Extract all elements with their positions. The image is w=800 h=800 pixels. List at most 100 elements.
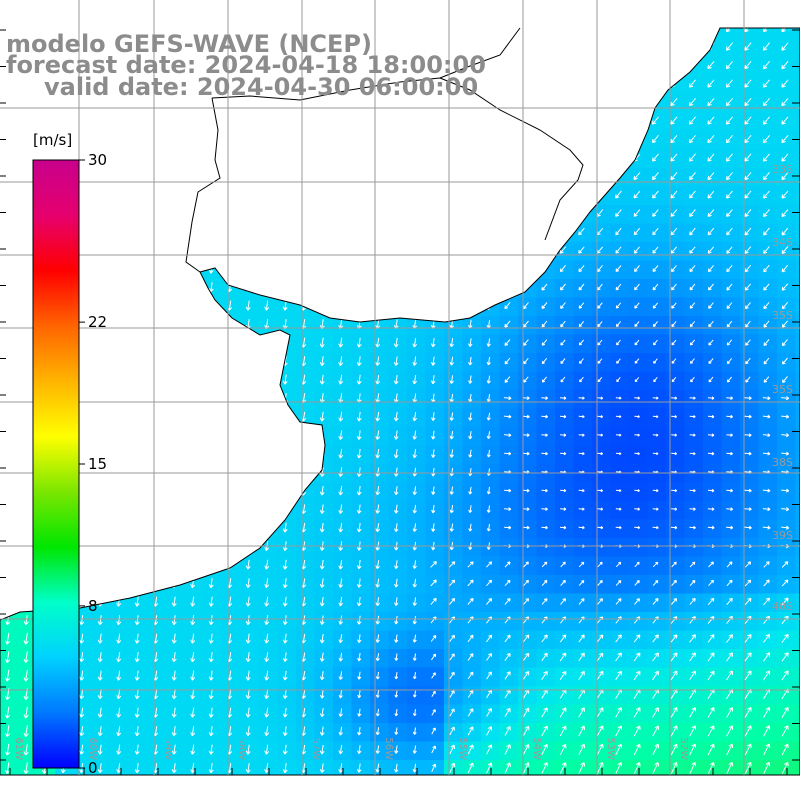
speed-cell	[370, 353, 390, 373]
speed-cell	[555, 779, 574, 798]
speed-cell	[203, 242, 223, 262]
wind-arrow	[97, 208, 103, 219]
speed-cell	[555, 94, 575, 114]
speed-cell	[555, 630, 575, 650]
wind-arrow	[781, 116, 789, 125]
wind-arrow	[541, 579, 548, 586]
speed-cell	[370, 556, 390, 576]
wind-arrow	[671, 396, 678, 400]
wind-arrow	[79, 337, 85, 348]
wind-arrow	[97, 596, 103, 607]
speed-cell	[129, 538, 149, 558]
wind-arrow	[5, 467, 11, 478]
wind-arrow	[578, 580, 585, 586]
wind-arrow	[559, 209, 567, 217]
wind-arrow	[707, 597, 715, 606]
wind-arrow	[375, 356, 381, 366]
wind-arrow	[652, 433, 659, 437]
wind-arrow	[614, 79, 622, 88]
speed-cell	[684, 353, 704, 373]
wind-arrow	[486, 726, 493, 736]
speed-cell	[573, 482, 593, 502]
speed-cell	[795, 760, 800, 775]
wind-arrow	[172, 782, 176, 792]
speed-cell	[758, 242, 778, 262]
wind-arrow	[449, 282, 455, 292]
wind-arrow	[559, 246, 567, 254]
speed-cell	[573, 371, 593, 391]
speed-cell	[203, 630, 223, 650]
speed-cell	[666, 575, 686, 595]
speed-cell	[259, 334, 279, 354]
speed-cell	[351, 242, 371, 262]
speed-cell	[277, 223, 297, 243]
speed-cell	[351, 464, 371, 484]
speed-cell	[629, 501, 649, 521]
wind-arrow	[726, 488, 734, 493]
speed-cell	[462, 316, 482, 336]
wind-arrow	[264, 393, 270, 404]
speed-cell	[555, 371, 575, 391]
speed-cell	[481, 186, 501, 206]
wind-arrow	[503, 134, 511, 144]
wind-arrow	[670, 190, 678, 199]
speed-cell	[499, 242, 519, 262]
wind-arrow	[671, 433, 678, 437]
wind-arrow	[726, 227, 733, 236]
speed-cell	[499, 760, 519, 775]
speed-cell	[592, 242, 612, 262]
speed-cell	[185, 279, 205, 299]
wind-arrow	[245, 430, 251, 441]
speed-cell	[370, 649, 390, 669]
wind-arrow	[726, 634, 733, 643]
speed-cell	[666, 205, 686, 225]
wind-arrow	[781, 97, 789, 107]
wind-arrow	[522, 60, 530, 70]
wind-arrow	[171, 615, 177, 626]
speed-cell	[333, 779, 352, 798]
wind-arrow	[561, 781, 567, 792]
speed-cell	[407, 390, 427, 410]
wind-arrow	[5, 522, 11, 533]
speed-cell	[129, 334, 149, 354]
wind-arrow	[356, 467, 362, 477]
wind-arrow	[430, 561, 437, 568]
wind-arrow	[744, 761, 752, 774]
wind-arrow	[79, 263, 85, 274]
wind-arrow	[725, 116, 733, 125]
wind-arrow	[190, 430, 196, 441]
speed-cell	[703, 556, 723, 576]
speed-cell	[592, 38, 612, 58]
wind-arrow	[615, 283, 622, 291]
wind-arrow	[671, 358, 677, 364]
speed-cell	[129, 149, 149, 169]
wind-arrow	[134, 504, 140, 515]
speed-cell	[666, 779, 685, 798]
speed-cell	[185, 779, 204, 798]
wind-arrow	[522, 671, 530, 680]
speed-cell	[222, 464, 242, 484]
wind-arrow	[319, 596, 325, 607]
speed-cell	[721, 575, 741, 595]
wind-arrow	[190, 744, 196, 755]
speed-cell	[740, 741, 760, 761]
wind-arrow	[726, 670, 733, 681]
speed-cell	[388, 131, 408, 151]
wind-arrow	[689, 415, 696, 419]
speed-cell	[111, 408, 131, 428]
wind-arrow	[23, 78, 29, 89]
wind-arrow	[634, 526, 641, 530]
speed-cell	[425, 297, 445, 317]
wind-arrow	[23, 485, 29, 496]
speed-cell	[444, 390, 464, 410]
wind-arrow	[134, 282, 140, 293]
speed-cell	[795, 297, 800, 317]
wind-arrow	[431, 523, 436, 532]
wind-arrow	[376, 782, 380, 791]
speed-cell	[277, 186, 297, 206]
speed-cell	[407, 297, 427, 317]
speed-cell	[222, 575, 242, 595]
wind-arrow	[541, 652, 548, 662]
speed-cell	[166, 427, 186, 447]
wind-arrow	[744, 579, 752, 587]
